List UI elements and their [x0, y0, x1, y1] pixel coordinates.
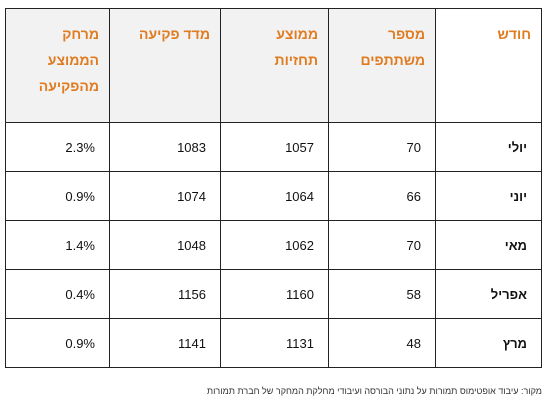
cell-month: אפריל	[435, 269, 542, 319]
cell-index: 1074	[109, 171, 221, 221]
cell-index: 1048	[109, 220, 221, 270]
cell-avg: 1160	[220, 269, 329, 319]
cell-participants: 70	[328, 122, 436, 172]
cell-gap: 2.3%	[5, 122, 110, 172]
cell-avg: 1064	[220, 171, 329, 221]
cell-gap: 0.4%	[5, 269, 110, 319]
cell-index: 1156	[109, 269, 221, 319]
cell-avg: 1062	[220, 220, 329, 270]
cell-gap: 0.9%	[5, 171, 110, 221]
cell-month: יוני	[435, 171, 542, 221]
cell-month: מרץ	[435, 318, 542, 368]
header-index: מדד פקיעה	[109, 8, 221, 123]
cell-participants: 48	[328, 318, 436, 368]
header-avg: ממוצע תחזיות	[220, 8, 329, 123]
cell-gap: 1.4%	[5, 220, 110, 270]
table-header-row: מרחק הממוצע מהפקיעה מדד פקיעה ממוצע תחזי…	[5, 8, 542, 123]
cell-month: יולי	[435, 122, 542, 172]
header-gap: מרחק הממוצע מהפקיעה	[5, 8, 110, 123]
cell-participants: 70	[328, 220, 436, 270]
cell-index: 1141	[109, 318, 221, 368]
cell-index: 1083	[109, 122, 221, 172]
table-row: 0.4% 1156 1160 58 אפריל	[5, 269, 542, 319]
forecast-table: מרחק הממוצע מהפקיעה מדד פקיעה ממוצע תחזי…	[5, 8, 542, 368]
cell-gap: 0.9%	[5, 318, 110, 368]
cell-participants: 58	[328, 269, 436, 319]
table-row: 2.3% 1083 1057 70 יולי	[5, 122, 542, 172]
cell-participants: 66	[328, 171, 436, 221]
header-month: חודש	[435, 8, 542, 123]
table-row: 0.9% 1141 1131 48 מרץ	[5, 318, 542, 368]
source-note: מקור: עיבוד אופטימוס תמורות על נתוני הבו…	[206, 386, 542, 396]
cell-avg: 1057	[220, 122, 329, 172]
cell-month: מאי	[435, 220, 542, 270]
table-row: 0.9% 1074 1064 66 יוני	[5, 171, 542, 221]
table-row: 1.4% 1048 1062 70 מאי	[5, 220, 542, 270]
cell-avg: 1131	[220, 318, 329, 368]
header-participants: מספר משתתפים	[328, 8, 436, 123]
